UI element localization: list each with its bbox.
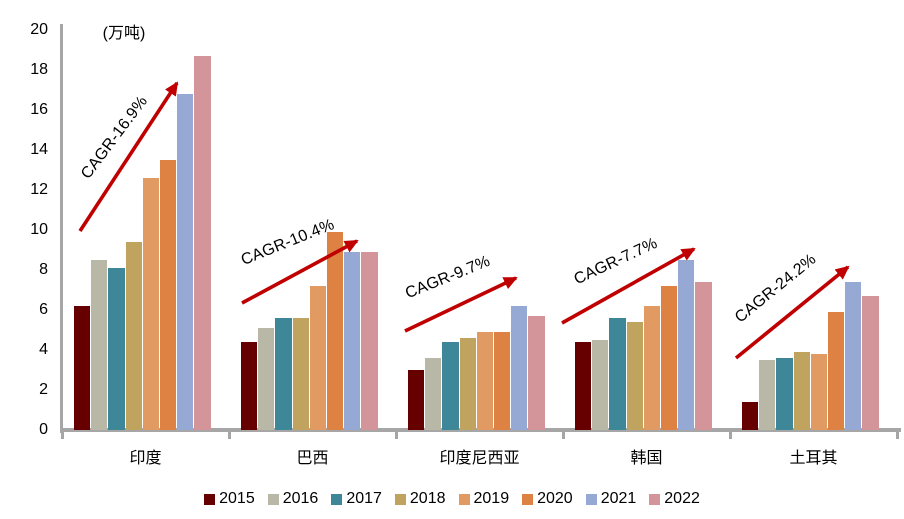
bar-2022-巴西	[361, 252, 378, 430]
bar-2022-韩国	[695, 282, 712, 430]
legend-swatch-2021	[585, 493, 597, 505]
legend-swatch-2015	[204, 493, 216, 505]
bar-2020-巴西	[327, 232, 344, 430]
bar-2022-土耳其	[862, 296, 879, 430]
category-label-4: 土耳其	[789, 450, 838, 467]
legend-label-2016: 2016	[282, 490, 319, 507]
bar-2015-巴西	[241, 342, 258, 430]
bar-2018-印度尼西亚	[459, 338, 476, 430]
bar-2022-印度	[194, 56, 211, 430]
bar-2015-韩国	[575, 342, 592, 430]
bar-2019-土耳其	[810, 354, 827, 430]
y-tick-label-14: 14	[30, 141, 48, 158]
legend-item-2017: 2017	[331, 490, 382, 508]
cagr-label-1: CAGR-10.4%	[238, 216, 337, 269]
category-label-3: 韩国	[630, 450, 663, 467]
y-tick-label-18: 18	[30, 61, 48, 78]
bar-2020-韩国	[661, 286, 678, 430]
bar-2020-印度尼西亚	[494, 332, 511, 430]
bar-2019-巴西	[309, 286, 326, 430]
legend: 2015 2016 2017 2018 2019 2020 2021 2022	[0, 489, 904, 509]
bar-2016-巴西	[258, 328, 275, 430]
legend-swatch-2016	[267, 493, 279, 505]
legend-label-2019: 2019	[473, 490, 510, 507]
x-axis-line	[60, 428, 901, 432]
bar-2021-印度尼西亚	[511, 306, 528, 430]
legend-item-2022: 2022	[649, 490, 700, 508]
y-tick-label-16: 16	[30, 101, 48, 118]
bar-2017-巴西	[275, 318, 292, 430]
bar-2016-土耳其	[759, 360, 776, 430]
y-axis-line	[60, 24, 63, 433]
x-tick-mark	[227, 432, 231, 439]
bar-2015-印度尼西亚	[408, 370, 425, 430]
bar-2017-印度尼西亚	[442, 342, 459, 430]
legend-label-2018: 2018	[409, 490, 446, 507]
x-tick-mark	[895, 432, 899, 439]
legend-label-2022: 2022	[664, 490, 700, 507]
y-tick-label-20: 20	[30, 21, 48, 38]
legend-label-2017: 2017	[346, 490, 382, 507]
bar-2021-土耳其	[845, 282, 862, 430]
bar-2018-印度	[125, 242, 142, 430]
y-tick-label-0: 0	[39, 421, 48, 438]
cagr-label-4: CAGR-24.2%	[731, 250, 820, 327]
legend-label-2015: 2015	[219, 490, 255, 507]
y-axis-unit-label: (万吨)	[102, 25, 146, 42]
bar-2021-韩国	[678, 260, 695, 430]
bar-2018-韩国	[626, 322, 643, 430]
bar-2021-印度	[177, 94, 194, 430]
legend-item-2016: 2016	[267, 490, 319, 508]
legend-item-2018: 2018	[394, 490, 446, 508]
legend-swatch-2017	[331, 493, 343, 505]
legend-item-2020: 2020	[522, 490, 573, 508]
bar-2015-土耳其	[742, 402, 759, 430]
y-tick-label-6: 6	[39, 301, 48, 318]
bar-2020-印度	[160, 160, 177, 430]
category-label-0: 印度	[129, 450, 162, 467]
bar-2019-韩国	[643, 306, 660, 430]
bar-2016-印度	[91, 260, 108, 430]
bar-2018-巴西	[292, 318, 309, 430]
bar-2019-印度尼西亚	[476, 332, 493, 430]
y-tick-label-12: 12	[30, 181, 48, 198]
bar-2016-印度尼西亚	[425, 358, 442, 430]
bar-2021-巴西	[344, 252, 361, 430]
category-label-2: 印度尼西亚	[439, 450, 520, 467]
bar-2017-韩国	[609, 318, 626, 430]
bar-2018-土耳其	[793, 352, 810, 430]
bar-2020-土耳其	[828, 312, 845, 430]
legend-swatch-2020	[522, 493, 534, 505]
legend-swatch-2022	[649, 493, 661, 505]
x-tick-mark	[561, 432, 565, 439]
legend-swatch-2018	[394, 493, 406, 505]
legend-item-2021: 2021	[585, 490, 637, 508]
bar-2019-印度	[142, 178, 159, 430]
y-tick-label-10: 10	[30, 221, 48, 238]
bar-2016-韩国	[592, 340, 609, 430]
cagr-label-0: CAGR-16.9%	[78, 93, 152, 183]
y-tick-label-8: 8	[39, 261, 48, 278]
x-tick-mark	[394, 432, 398, 439]
bar-2022-印度尼西亚	[528, 316, 545, 430]
legend-item-2015: 2015	[204, 490, 255, 508]
legend-item-2019: 2019	[458, 490, 510, 508]
y-tick-label-2: 2	[39, 381, 48, 398]
category-label-1: 巴西	[296, 450, 329, 467]
x-tick-mark	[728, 432, 732, 439]
legend-label-2021: 2021	[600, 490, 637, 507]
legend-swatch-2019	[458, 493, 470, 505]
legend-label-2020: 2020	[537, 490, 573, 507]
cagr-label-2: CAGR-9.7%	[402, 252, 493, 303]
y-tick-label-4: 4	[39, 341, 48, 358]
x-tick-mark	[60, 432, 64, 439]
bar-2017-印度	[108, 268, 125, 430]
cagr-label-3: CAGR-7.7%	[571, 234, 661, 289]
bar-2017-土耳其	[776, 358, 793, 430]
bar-2015-印度	[74, 306, 91, 430]
